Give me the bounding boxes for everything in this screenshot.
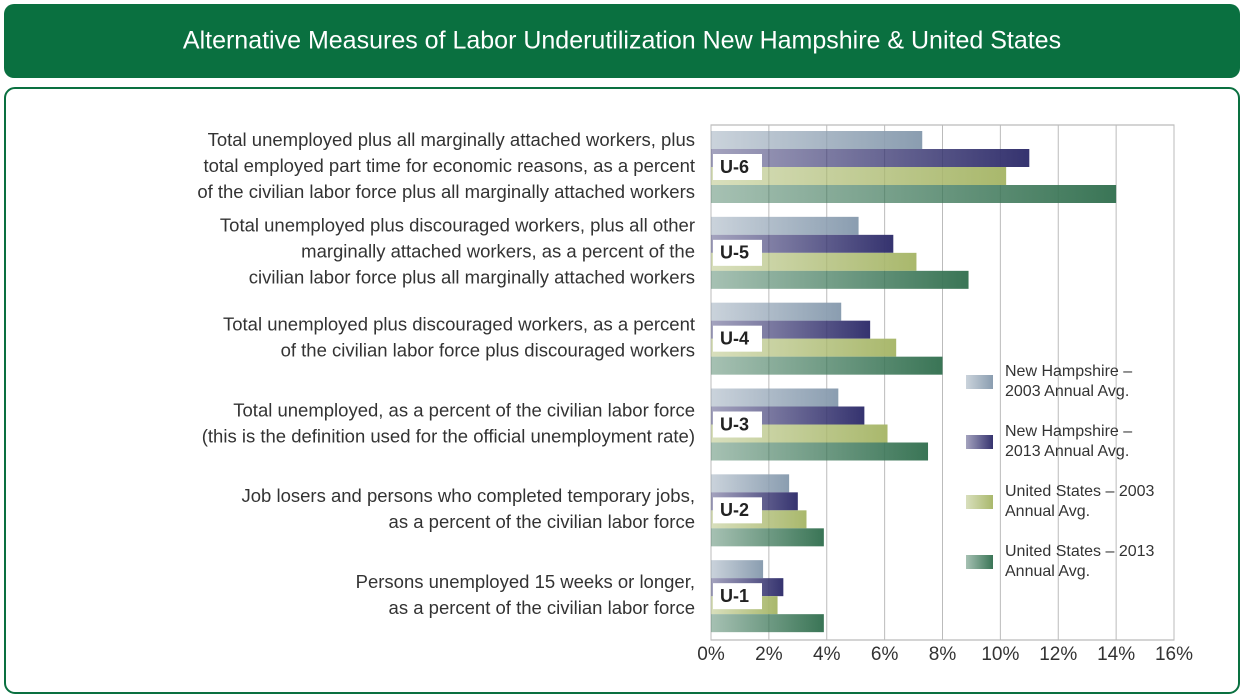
category-badge [713,325,762,352]
bar [711,167,1007,185]
category-badge [713,154,762,180]
x-tick-label: 2% [755,644,783,665]
header [4,4,1240,78]
x-tick-label: 10% [981,644,1019,665]
category-description: total employed part time for economic re… [203,155,695,176]
bar [711,149,1030,167]
category-description: civilian labor force plus all marginally… [249,267,695,288]
category-badge [713,239,762,266]
category-label: U-5 [720,243,749,263]
legend-label: United States – 2003 Annual Avg. [1005,483,1155,520]
category-description: Job losers and persons who completed tem… [242,485,696,506]
bar [711,185,1117,203]
bar [711,442,929,461]
legend-item: United States – 2013 Annual Avg. [966,532,1166,592]
category-badge [713,583,762,610]
legend-swatch [966,435,993,449]
bar [711,216,859,235]
bar [711,388,839,407]
x-tick-label: 16% [1155,644,1193,665]
category-description: Total unemployed plus all marginally att… [208,129,695,150]
x-tick-label: 14% [1097,644,1135,665]
category-description: of the civilian labor force plus discour… [281,340,695,361]
x-tick-label: 6% [871,644,899,665]
legend-item: New Hampshire – 2013 Annual Avg. [966,412,1166,472]
category-description: marginally attached workers, as a percen… [301,241,695,262]
category-description: Total unemployed, as a percent of the ci… [233,399,695,420]
category-description: as a percent of the civilian labor force [389,597,695,618]
category-badge [713,411,762,438]
category-description: Persons unemployed 15 weeks or longer, [356,571,695,592]
category-label: U-4 [720,328,749,348]
category-description: Total unemployed plus discouraged worker… [223,314,695,335]
bar [711,302,842,321]
legend-swatch [966,495,993,509]
legend-swatch [966,375,993,389]
legend-label: New Hampshire – 2013 Annual Avg. [1005,423,1133,460]
category-description: Total unemployed plus discouraged worker… [220,215,695,236]
legend-label: United States – 2013 Annual Avg. [1005,543,1155,580]
category-description: (this is the definition used for the off… [202,425,695,446]
chart-title: Alternative Measures of Labor Underutili… [183,27,1061,55]
category-label: U-6 [720,157,749,177]
bar [711,528,824,547]
bar [711,270,969,289]
legend-swatch [966,555,993,569]
category-badge [713,497,762,524]
legend: New Hampshire – 2003 Annual Avg. New Hamp… [966,352,1166,592]
panel [4,87,1240,694]
bar [711,614,824,633]
category-label: U-3 [720,414,749,434]
bar [711,252,917,271]
x-tick-label: 0% [697,644,725,665]
x-tick-label: 12% [1039,644,1077,665]
category-label: U-1 [720,586,749,606]
legend-item: New Hampshire – 2003 Annual Avg. [966,352,1166,412]
bar [711,560,764,579]
category-label: U-2 [720,500,749,520]
bar [711,356,943,375]
bar [711,131,923,149]
x-tick-label: 4% [813,644,841,665]
category-description: of the civilian labor force plus all mar… [197,181,695,202]
x-tick-label: 8% [929,644,957,665]
category-description: as a percent of the civilian labor force [389,511,695,532]
bar [711,474,790,493]
legend-label: New Hampshire – 2003 Annual Avg. [1005,363,1133,400]
legend-item: United States – 2003 Annual Avg. [966,472,1166,532]
